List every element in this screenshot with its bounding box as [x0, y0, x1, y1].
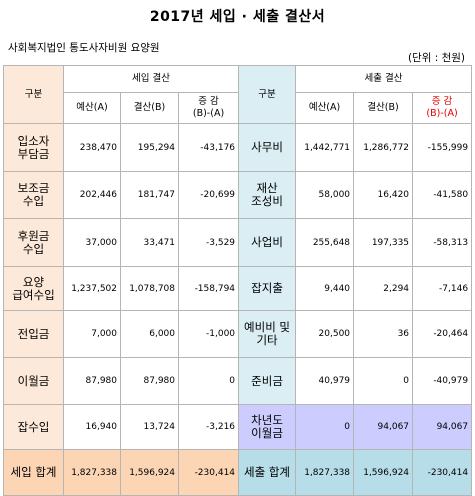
expense-budget-cell: 255,648: [295, 218, 355, 267]
expense-total-settlement: 1,596,924: [353, 449, 414, 496]
revenue-diff-header-line2: (B)-(A): [192, 108, 225, 119]
table-row: 이월금 87,980 87,980 0 준비금 40,979 0 -40,979: [3, 357, 473, 405]
revenue-budget-cell: 16,940: [63, 404, 121, 450]
revenue-category-label: 보조금 수입: [3, 171, 64, 219]
revenue-category-label: 후원금 수입: [3, 218, 64, 267]
revenue-budget-cell: 87,980: [63, 357, 121, 405]
revenue-category-header: 구분: [3, 65, 64, 124]
expense-diff-header: 증 감 (B)-(A): [412, 92, 473, 124]
expense-diff-cell: -155,999: [412, 123, 473, 172]
expense-category-label: 재산 조성비: [238, 171, 297, 219]
expense-category-label: 예비비 및 기타: [238, 310, 297, 358]
revenue-diff-cell: -158,794: [177, 266, 240, 311]
revenue-category-label: 잡수입: [3, 404, 64, 450]
expense-diff-header-line1: 증 감: [431, 96, 453, 107]
expense-category-label: 차년도 이월금: [238, 404, 297, 450]
unit-note: (단위 : 천원): [407, 52, 465, 64]
revenue-diff-header: 증 감 (B)-(A): [177, 92, 240, 124]
expense-budget-cell: 1,442,771: [295, 123, 355, 172]
expense-diff-cell: -7,146: [412, 266, 473, 311]
document-title: 2017년 세입 · 세출 결산서: [149, 9, 326, 25]
revenue-settlement-cell: 6,000: [120, 310, 179, 358]
revenue-diff-cell: -3,216: [177, 404, 240, 450]
expense-total-label: 세출 합계: [238, 449, 297, 496]
expense-budget-cell: 20,500: [295, 310, 355, 358]
revenue-total-settlement: 1,596,924: [120, 449, 179, 496]
revenue-settlement-header: 결산(B): [120, 92, 179, 124]
table-row: 입소자 부담금 238,470 195,294 -43,176 사무비 1,442,771…: [3, 123, 473, 172]
expense-budget-header: 예산(A): [295, 92, 355, 124]
expense-settlement-cell: 1,286,772: [353, 123, 414, 172]
expense-budget-cell: 9,440: [295, 266, 355, 311]
expense-category-label: 잡지출: [238, 266, 297, 311]
expense-budget-cell: 58,000: [295, 171, 355, 219]
expense-diff-cell: -40,979: [412, 357, 473, 405]
revenue-total-budget: 1,827,338: [63, 449, 121, 496]
revenue-group-header: 세입 결산: [62, 65, 240, 93]
revenue-settlement-cell: 33,471: [120, 218, 179, 267]
expense-settlement-cell: 0: [353, 357, 414, 405]
expense-settlement-header: 결산(B): [353, 92, 414, 124]
expense-diff-cell: -58,313: [412, 218, 473, 267]
revenue-diff-cell: -1,000: [177, 310, 240, 358]
expense-settlement-cell: 2,294: [353, 266, 414, 311]
revenue-category-label: 이월금: [3, 357, 64, 405]
table-row: 전입금 7,000 6,000 -1,000 예비비 및 기타 20,500 36 -20,4…: [3, 310, 473, 358]
totals-row: 세입 합계 1,827,338 1,596,924 -230,414 세출 합계 1,82…: [3, 449, 473, 496]
revenue-total-diff: -230,414: [177, 449, 240, 496]
expense-diff-cell: 94,067: [412, 404, 473, 450]
table-row: 요양 급여수입 1,237,502 1,078,708 -158,794 잡지출 9,44…: [3, 266, 473, 311]
expense-diff-cell: -41,580: [412, 171, 473, 219]
revenue-budget-cell: 238,470: [63, 123, 121, 172]
expense-diff-cell: -20,464: [412, 310, 473, 358]
revenue-settlement-cell: 181,747: [120, 171, 179, 219]
revenue-diff-cell: -43,176: [177, 123, 240, 172]
expense-budget-cell: 40,979: [295, 357, 355, 405]
expense-group-header: 세출 결산: [295, 65, 473, 93]
revenue-settlement-cell: 13,724: [120, 404, 179, 450]
revenue-total-label: 세입 합계: [3, 449, 64, 496]
table-row: 잡수입 16,940 13,724 -3,216 차년도 이월금 0 94,067 94,06…: [3, 404, 473, 450]
expense-category-label: 준비금: [238, 357, 297, 405]
expense-settlement-cell: 94,067: [353, 404, 414, 450]
revenue-category-label: 요양 급여수입: [3, 266, 64, 311]
expense-total-diff: -230,414: [412, 449, 473, 496]
expense-category-header: 구분: [238, 65, 297, 124]
expense-settlement-cell: 197,335: [353, 218, 414, 267]
revenue-category-label: 전입금: [3, 310, 64, 358]
expense-category-label: 사무비: [238, 123, 297, 172]
revenue-settlement-cell: 195,294: [120, 123, 179, 172]
revenue-category-label: 입소자 부담금: [3, 123, 64, 172]
expense-settlement-cell: 36: [353, 310, 414, 358]
revenue-diff-cell: -3,529: [177, 218, 240, 267]
revenue-settlement-cell: 87,980: [120, 357, 179, 405]
organization-name: 사회복지법인 통도사자비원 요양원: [8, 42, 160, 54]
revenue-diff-header-line1: 증 감: [198, 96, 219, 107]
table-row: 보조금 수입 202,446 181,747 -20,699 재산 조성비 58,000 1…: [3, 171, 473, 219]
revenue-diff-cell: -20,699: [177, 171, 240, 219]
table-row: 후원금 수입 37,000 33,471 -3,529 사업비 255,648 197,33…: [3, 218, 473, 267]
expense-total-budget: 1,827,338: [295, 449, 355, 496]
expense-diff-header-line2: (B)-(A): [426, 108, 458, 119]
revenue-budget-cell: 37,000: [63, 218, 121, 267]
revenue-settlement-cell: 1,078,708: [120, 266, 179, 311]
revenue-budget-cell: 202,446: [63, 171, 121, 219]
revenue-diff-cell: 0: [177, 357, 240, 405]
revenue-budget-header: 예산(A): [63, 92, 121, 124]
revenue-budget-cell: 7,000: [63, 310, 121, 358]
expense-category-label: 사업비: [238, 218, 297, 267]
expense-budget-cell: 0: [295, 404, 355, 450]
settlement-table: 구분 세입 결산 구분 세출 결산 예산(A) 결산(B) 증 감 (B)-(A)…: [3, 65, 473, 496]
expense-settlement-cell: 16,420: [353, 171, 414, 219]
revenue-budget-cell: 1,237,502: [63, 266, 121, 311]
